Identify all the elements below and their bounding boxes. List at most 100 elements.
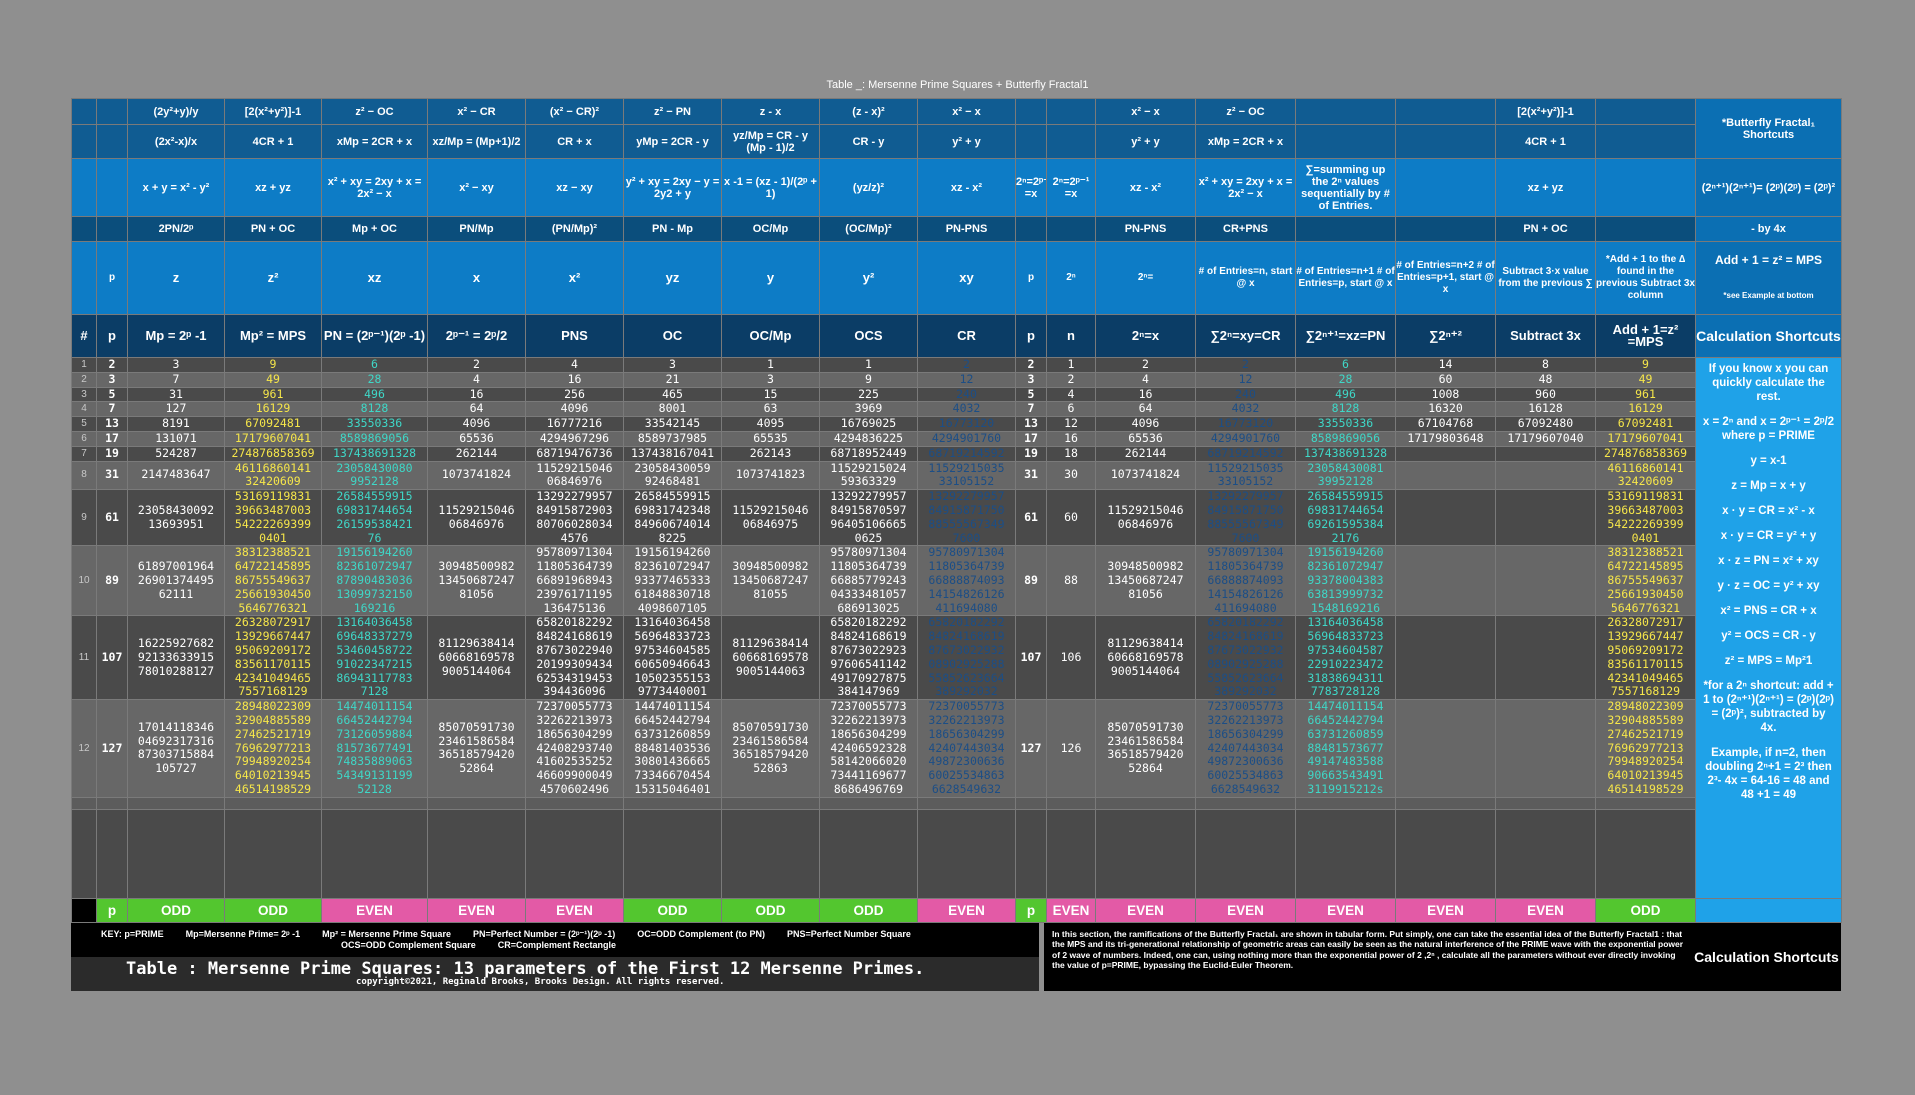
header-cell: p bbox=[96, 314, 128, 358]
header-cell: yz/Mp = CR - y (Mp - 1)/2 bbox=[721, 124, 820, 159]
header-cell: x² − xy bbox=[427, 158, 526, 217]
table-cell: 65820182292 84824168619 87673022923 9760… bbox=[819, 615, 918, 701]
header-row: x + y = x² - y² xz + yz x² + xy = 2xy + x … bbox=[71, 158, 1842, 217]
table-cell: 2 bbox=[1046, 371, 1096, 388]
table-cell: 33550336 bbox=[1295, 416, 1396, 432]
table-cell: 8589869056 bbox=[321, 430, 428, 447]
header-cell: 2ⁿ bbox=[1046, 241, 1096, 315]
table-cell: 11529215046 06846976 bbox=[427, 489, 526, 547]
table-cell: 85070591730 23461586584 36518579420 5286… bbox=[721, 699, 820, 798]
calc-shortcuts-footer: Calculation Shortcuts bbox=[1692, 922, 1841, 991]
parity-side bbox=[1695, 897, 1842, 923]
row-index: 7 bbox=[71, 445, 97, 462]
header-cell: Mp + OC bbox=[321, 216, 428, 242]
table-cell: 465 bbox=[623, 386, 722, 403]
header-cell bbox=[71, 158, 97, 217]
header-cell: xz − xy bbox=[525, 158, 624, 217]
table-cell: 13292279957 84915872903 80706028034 4576 bbox=[525, 489, 624, 547]
table-title-bar: Table : Mersenne Prime Squares: 13 param… bbox=[71, 956, 1039, 991]
header-cell: CR - y bbox=[819, 124, 918, 159]
table-cell: 11529215024 59363329 bbox=[819, 460, 918, 491]
table-cell: 4096 bbox=[427, 416, 526, 432]
table-cell: 3 bbox=[1015, 371, 1047, 388]
header-cell: PN + OC bbox=[1495, 216, 1596, 242]
table-cell: 1073741824 bbox=[1095, 460, 1196, 491]
header-cell: x² + xy = 2xy + x = 2x² − x bbox=[321, 158, 428, 217]
table-row: 1 2 3 9 6 2 4 3 1 1 2 2 1 2 2 6 14 8 9 If you know x you ca… bbox=[71, 357, 1842, 899]
empty-cell bbox=[1195, 808, 1296, 899]
table-cell: 8 bbox=[1495, 357, 1596, 373]
header-cell: Subtract 3x bbox=[1495, 314, 1596, 358]
side-example-note: *see Example at bottom bbox=[1723, 291, 1814, 300]
table-cell: 240 bbox=[1195, 386, 1296, 403]
table-cell: 17179607041 bbox=[1595, 430, 1696, 447]
table-cell: 23058430059 92468481 bbox=[623, 460, 722, 491]
parity-cell: EVEN bbox=[321, 897, 428, 923]
table-cell: 16129 bbox=[1595, 401, 1696, 418]
side-header-cell: *Butterfly Fractal₁ Shortcuts bbox=[1695, 98, 1842, 159]
table-cell: 65535 bbox=[721, 430, 820, 447]
table-cell: 14474011154 66452442794 63731260859 8848… bbox=[623, 699, 722, 798]
table-cell: 11529215035 33105152 bbox=[917, 460, 1016, 491]
table-cell: 524287 bbox=[127, 445, 225, 462]
table-cell: 16129 bbox=[224, 401, 322, 418]
table-cell: 8001 bbox=[623, 401, 722, 418]
table-cell: 16777216 bbox=[525, 416, 624, 432]
spacer-cell bbox=[917, 796, 1016, 810]
table-cell: 496 bbox=[1295, 386, 1396, 403]
table-cell: 65820182292 84824168619 87673022932 0890… bbox=[1195, 615, 1296, 701]
table-cell bbox=[1395, 445, 1496, 462]
header-cell: p bbox=[1015, 314, 1047, 358]
table-row: 4 7 127 16129 8128 64 4096 8001 63 3969 4032 7 6 64 40… bbox=[71, 401, 1842, 418]
table-cell: 81129638414 60668169578 9005144063 bbox=[721, 615, 820, 701]
header-cell: ∑2ⁿ⁺² bbox=[1395, 314, 1496, 358]
parity-cell: EVEN bbox=[427, 897, 526, 923]
table-cell: 127 bbox=[1015, 699, 1047, 798]
table-cell: 6 bbox=[321, 357, 428, 373]
table-cell: 67092480 bbox=[1495, 416, 1596, 432]
header-cell: p bbox=[1015, 241, 1047, 315]
header-cell bbox=[1046, 124, 1096, 159]
header-cell: (x² − CR)² bbox=[525, 98, 624, 125]
parity-row: p ODD ODD EVEN EVEN EVEN ODD ODD ODD EVEN p EVEN EVE… bbox=[71, 897, 1842, 923]
header-cell: n bbox=[1046, 314, 1096, 358]
header-cell: yz bbox=[623, 241, 722, 315]
table-cell bbox=[1495, 445, 1596, 462]
header-row: (2y²+y)/y [2(x²+y²)]-1 z² − OC x² − CR (x² −… bbox=[71, 98, 1842, 159]
key-item: Mp=Mersenne Prime= 2ᵖ -1 bbox=[185, 928, 301, 939]
table-row: 8 31 2147483647 46116860141 32420609 2305843… bbox=[71, 460, 1842, 491]
header-cell: 4CR + 1 bbox=[224, 124, 322, 159]
empty-cell bbox=[321, 808, 428, 899]
table-cell: 16 bbox=[525, 371, 624, 388]
table-cell: 13164036458 56964833723 97534604585 6065… bbox=[623, 615, 722, 701]
header-cell: xz + yz bbox=[1495, 158, 1596, 217]
header-cell bbox=[71, 216, 97, 242]
shortcut-line: If you know x you can quickly calculate … bbox=[1708, 363, 1829, 403]
table-cell: 13292279957 84915871750 88555567349 7600 bbox=[917, 489, 1016, 547]
table-cell: 16773120 bbox=[917, 416, 1016, 432]
header-cell: x² bbox=[525, 241, 624, 315]
header-cell bbox=[1295, 124, 1396, 159]
spacer-cell bbox=[127, 796, 225, 810]
table-cell: 19 bbox=[1015, 445, 1047, 462]
table-cell: 496 bbox=[321, 386, 428, 403]
shortcut-line: *for a 2ⁿ shortcut: add + 1 to (2ⁿ⁺¹)(2ⁿ… bbox=[1703, 680, 1834, 734]
table-cell: 131071 bbox=[127, 430, 225, 447]
spacer-cell bbox=[1046, 796, 1096, 810]
table-title: Table : Mersenne Prime Squares: 13 param… bbox=[126, 958, 925, 979]
header-cell: OC/Mp bbox=[721, 314, 820, 358]
table-cell: 11529215046 06846976 bbox=[525, 460, 624, 491]
table-cell: 61 bbox=[96, 489, 128, 547]
parity-cell: ODD bbox=[819, 897, 918, 923]
table-cell: 7 bbox=[1015, 401, 1047, 418]
table-cell: 13292279957 84915870597 96405106665 0625 bbox=[819, 489, 918, 547]
header-cell bbox=[1046, 98, 1096, 125]
table-cell: 72370055773 32262213973 18656304299 4240… bbox=[1195, 699, 1296, 798]
table-cell: 106 bbox=[1046, 615, 1096, 701]
header-cell: x² + xy = 2xy + x = 2x² − x bbox=[1195, 158, 1296, 217]
shortcut-line: Example, if n=2, then doubling 2ⁿ+1 = 2³… bbox=[1705, 747, 1832, 801]
spacer-cell bbox=[96, 796, 128, 810]
table-cell: 9 bbox=[819, 371, 918, 388]
table-cell: 28 bbox=[321, 371, 428, 388]
header-cell: y² + xy = 2xy − y = 2y2 + y bbox=[623, 158, 722, 217]
